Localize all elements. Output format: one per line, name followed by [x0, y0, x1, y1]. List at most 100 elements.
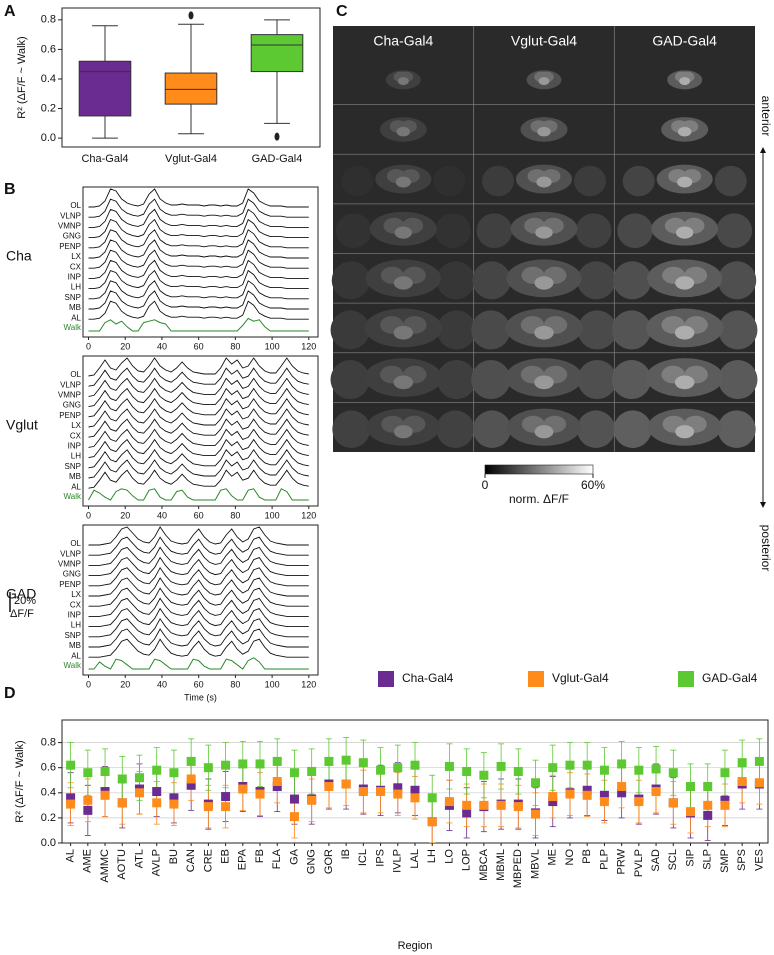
- optic-lobe: [482, 165, 514, 197]
- brain-core: [534, 276, 554, 290]
- marker: [668, 768, 678, 778]
- brain-core: [679, 77, 691, 86]
- x-tick-label: MBVL: [529, 849, 541, 879]
- marker: [272, 777, 282, 786]
- trace: [88, 566, 309, 587]
- optic-lobe: [472, 261, 511, 300]
- legend-label: GAD-Gal4: [702, 671, 758, 685]
- x-tick-label: AME: [82, 849, 94, 873]
- x-axis-label: Time (s): [184, 692, 217, 702]
- optic-lobe: [613, 261, 652, 300]
- marker: [83, 795, 93, 805]
- group-label: GAD: [6, 586, 36, 602]
- trace: [88, 526, 309, 546]
- marker: [703, 782, 713, 792]
- marker: [410, 760, 420, 770]
- y-tick-label: 0.6: [41, 762, 56, 774]
- marker: [324, 782, 334, 792]
- marker: [651, 764, 661, 774]
- marker: [376, 765, 386, 775]
- y-axis-label: R² (ΔF/F ~ Walk): [14, 740, 26, 822]
- brain-core: [534, 425, 554, 439]
- box: [78, 60, 132, 117]
- x-tick-label: SPS: [736, 849, 748, 871]
- optic-lobe: [611, 360, 652, 400]
- marker: [393, 789, 403, 799]
- brain-core: [394, 226, 413, 239]
- region-label: CX: [70, 431, 82, 440]
- brain-core: [393, 276, 413, 290]
- optic-lobe: [473, 410, 511, 448]
- region-label: LX: [71, 421, 81, 430]
- y-tick-label: 0.4: [41, 73, 56, 85]
- trace: [88, 398, 309, 418]
- brain-core: [395, 176, 411, 188]
- marker: [496, 761, 506, 771]
- x-tick-label: 0: [86, 679, 91, 689]
- colorbar-tick-label: 0: [482, 478, 489, 492]
- walk-label: Walk: [64, 661, 82, 670]
- marker: [358, 787, 368, 797]
- marker: [565, 760, 575, 770]
- marker: [565, 789, 575, 799]
- y-tick-label: 0.0: [41, 837, 56, 849]
- region-label: VLNP: [60, 549, 81, 558]
- trace: [88, 587, 309, 607]
- region-label: AL: [71, 482, 81, 491]
- optic-lobe: [436, 261, 475, 300]
- trace: [88, 377, 309, 397]
- brain-core: [534, 375, 554, 390]
- region-label: SNP: [65, 462, 81, 471]
- trace: [88, 300, 309, 320]
- x-axis-label: Region: [398, 940, 433, 952]
- y-tick-label: 0.8: [41, 736, 56, 748]
- region-label: VMNP: [58, 391, 81, 400]
- x-tick-label: NO: [564, 849, 576, 866]
- optic-lobe: [330, 360, 370, 400]
- marker: [427, 793, 437, 803]
- brain-core: [534, 325, 554, 340]
- x-tick-label: MBML: [495, 849, 507, 881]
- marker: [358, 758, 368, 768]
- x-tick-label: 120: [301, 341, 316, 351]
- orientation-top: anterior: [759, 96, 773, 137]
- x-tick-label: LO: [443, 849, 455, 864]
- colorbar: [484, 464, 594, 475]
- region-label: INP: [68, 611, 81, 620]
- x-tick-label: LAL: [409, 849, 421, 869]
- marker: [686, 782, 696, 792]
- marker: [83, 768, 93, 778]
- y-tick-label: 0.8: [41, 14, 56, 26]
- brain-core: [535, 226, 553, 239]
- x-tick-label: IB: [340, 849, 352, 859]
- orientation-bottom: posterior: [759, 525, 773, 572]
- x-tick-label: 0: [86, 341, 91, 351]
- marker: [83, 805, 93, 815]
- region-label: LH: [71, 283, 81, 292]
- x-tick-label: 20: [120, 510, 130, 520]
- brain-core: [677, 176, 693, 188]
- marker: [134, 773, 144, 783]
- marker: [203, 802, 213, 812]
- region-label: PENP: [59, 411, 81, 420]
- x-tick-label: 40: [157, 679, 167, 689]
- trace: [88, 607, 309, 628]
- brain-core: [675, 226, 694, 239]
- region-label: LX: [71, 590, 81, 599]
- marker: [152, 787, 162, 797]
- trace: [88, 239, 309, 259]
- marker: [462, 766, 472, 776]
- marker: [754, 756, 764, 766]
- x-tick-label: AMMC: [99, 849, 111, 883]
- x-tick-label: LOP: [461, 849, 473, 871]
- x-tick-label: IVLP: [392, 849, 404, 873]
- optic-lobe: [471, 310, 511, 350]
- trace: [88, 469, 309, 489]
- box: [164, 72, 218, 105]
- region-label: SNP: [65, 293, 81, 302]
- optic-lobe: [330, 310, 370, 350]
- x-tick-label: 100: [265, 679, 280, 689]
- marker: [100, 766, 110, 776]
- optic-lobe: [436, 360, 477, 400]
